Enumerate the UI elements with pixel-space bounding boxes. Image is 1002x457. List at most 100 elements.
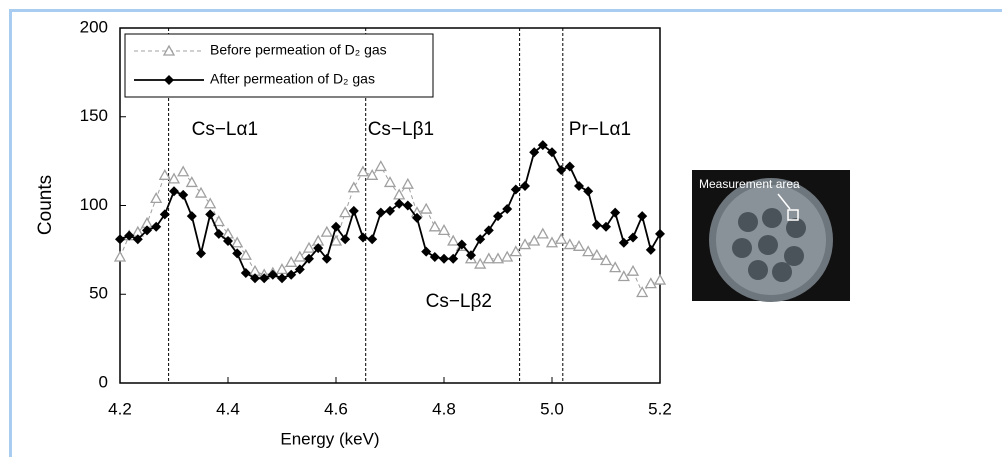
y-tick-label: 200: [80, 17, 108, 36]
point: [348, 205, 359, 216]
point: [320, 225, 333, 237]
point: [448, 253, 459, 264]
point: [555, 232, 568, 244]
point: [574, 180, 584, 191]
point: [474, 257, 487, 269]
point: [124, 230, 135, 241]
point: [653, 273, 667, 285]
legend-label: Before permeation of D₂ gas: [210, 42, 387, 58]
point: [412, 212, 422, 223]
point: [601, 221, 611, 232]
point: [637, 211, 648, 222]
point: [286, 269, 297, 280]
reference-label: Cs−Lβ1: [368, 119, 434, 140]
x-tick-label: 4.4: [216, 399, 240, 418]
point: [590, 248, 603, 260]
point: [529, 147, 540, 158]
inset-label: Measurement area: [699, 177, 800, 191]
point: [204, 197, 217, 209]
point: [421, 246, 432, 257]
x-tick-label: 4.6: [324, 399, 348, 418]
point: [491, 252, 505, 264]
point: [528, 234, 541, 246]
point: [466, 250, 476, 261]
point: [321, 253, 332, 264]
point: [132, 234, 143, 245]
point: [420, 202, 433, 214]
point: [151, 221, 162, 232]
legend-marker: [164, 75, 174, 85]
point: [196, 248, 206, 259]
point: [456, 239, 467, 250]
point: [493, 211, 503, 222]
x-tick-label: 4.8: [432, 399, 456, 418]
point: [259, 273, 270, 284]
point: [186, 211, 197, 222]
point: [447, 234, 460, 246]
reference-label: Cs−Lβ2: [426, 291, 492, 312]
legend-box: [124, 33, 434, 98]
point: [609, 261, 622, 273]
point: [347, 181, 360, 193]
point: [167, 172, 181, 184]
point: [509, 245, 522, 257]
point: [177, 165, 190, 177]
point: [374, 160, 387, 172]
y-tick-label: 50: [89, 284, 108, 303]
point: [402, 200, 413, 211]
point: [358, 232, 368, 243]
point: [293, 250, 306, 262]
point: [428, 220, 441, 232]
inset-photo: [692, 170, 850, 302]
point: [510, 184, 521, 195]
point: [150, 192, 163, 204]
point: [277, 273, 287, 284]
x-axis-label: Energy (keV): [280, 429, 379, 448]
point: [582, 245, 595, 257]
point: [329, 234, 343, 246]
point: [331, 221, 341, 232]
point: [502, 204, 513, 215]
point: [250, 273, 260, 284]
point: [556, 165, 567, 175]
point: [194, 186, 208, 198]
x-tick-label: 5.0: [540, 399, 564, 418]
reference-label: Cs−Lα1: [192, 119, 258, 140]
point: [356, 165, 370, 177]
y-tick-label: 100: [80, 195, 108, 214]
point: [547, 147, 557, 158]
y-tick-label: 0: [99, 372, 108, 391]
point: [240, 267, 251, 278]
point: [294, 264, 305, 275]
point: [113, 250, 127, 262]
point: [628, 232, 638, 243]
point: [169, 186, 179, 197]
point: [537, 140, 548, 151]
point: [626, 264, 640, 276]
point: [475, 234, 486, 245]
reference-label: Pr−Lα1: [569, 119, 631, 140]
point: [429, 251, 440, 262]
point: [212, 215, 225, 227]
point: [645, 244, 656, 255]
point: [483, 225, 494, 236]
y-tick-label: 150: [80, 106, 108, 125]
point: [591, 220, 602, 231]
point: [563, 238, 576, 250]
point: [304, 253, 314, 264]
point: [313, 243, 324, 254]
point: [401, 177, 414, 189]
frame: [9, 9, 1002, 457]
legend-marker: [162, 44, 176, 56]
point: [232, 248, 243, 259]
point: [178, 189, 189, 200]
point: [275, 263, 289, 275]
point: [617, 270, 630, 282]
point: [536, 227, 549, 239]
point: [158, 168, 171, 180]
point: [572, 239, 586, 251]
point: [339, 206, 352, 218]
point: [142, 225, 152, 236]
